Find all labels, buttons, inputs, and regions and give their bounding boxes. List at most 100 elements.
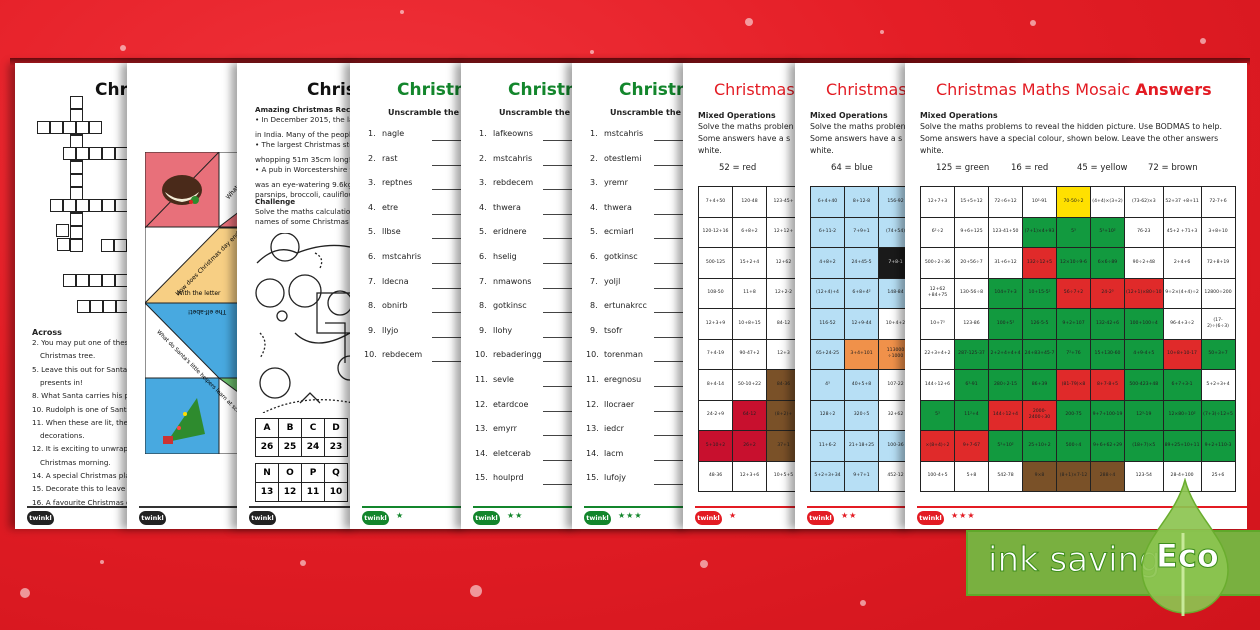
mosaic-cell[interactable]: 7²+76 [1056,338,1091,370]
mosaic-cell[interactable]: 3+8+10 [1200,216,1236,248]
mosaic-cell[interactable]: 56÷7+2 [1056,277,1091,309]
mosaic-cell[interactable]: 15+2+4 [732,247,767,279]
mosaic-cell[interactable]: 11+6-2 [810,430,845,462]
crossword-cell[interactable] [70,174,83,187]
crossword-cell[interactable] [70,226,83,239]
mosaic-cell[interactable]: 24-2³ [1090,277,1125,309]
mosaic-cell[interactable]: 7+4+50 [698,186,733,218]
crossword-cell[interactable] [103,300,116,313]
mosaic-cell[interactable]: 144÷12+4 [988,399,1023,431]
mosaic-cell[interactable]: 64-12 [732,399,767,431]
mosaic-cell[interactable]: 96-4+3÷2 [1162,308,1202,340]
mosaic-cell[interactable]: 10²-91 [1022,186,1057,218]
mosaic-cell[interactable]: 10+8+15 [732,308,767,340]
mosaic-cell[interactable]: 12+3+6 [732,460,767,492]
mosaic-cell[interactable]: 72-7+6 [1200,186,1236,218]
mosaic-cell[interactable]: 288÷4 [1090,460,1125,492]
mosaic-cell[interactable]: 12+9-44 [844,308,879,340]
mosaic-cell[interactable]: (7+3)÷12+5 [1200,399,1236,431]
mosaic-cell[interactable]: 11²+4 [954,399,989,431]
mosaic-cell[interactable]: 12+3+9 [698,308,733,340]
mosaic-cell[interactable]: 6³-91 [954,369,989,401]
mosaic-cell[interactable]: 89+25+10+11 [1162,430,1202,462]
mosaic-cell[interactable]: 132÷12+5 [1022,247,1057,279]
crossword-cell[interactable] [76,199,89,212]
mosaic-cell[interactable]: 5+8 [954,460,989,492]
mosaic-cell[interactable]: 542-78 [988,460,1023,492]
mosaic-cell[interactable]: (8+1)×7-12 [1056,460,1091,492]
mosaic-cell[interactable]: 2000-2400÷30 [1022,399,1057,431]
mosaic-cell[interactable]: 24+83+45-7 [1022,338,1057,370]
mosaic-cell[interactable]: 9+7+1 [844,460,879,492]
mosaic-cell[interactable]: 500-423+48 [1124,369,1164,401]
mosaic-cell[interactable]: 120-48 [732,186,767,218]
mosaic-cell[interactable]: 12+62 +84+75 [920,277,955,309]
crossword-cell[interactable] [70,161,83,174]
mosaic-cell[interactable]: 12800÷200 [1200,277,1236,309]
mosaic-cell[interactable]: 7+4-19 [698,338,733,370]
crossword-cell[interactable] [90,300,103,313]
crossword-cell[interactable] [89,147,102,160]
mosaic-cell[interactable]: 9+2+107 [1056,308,1091,340]
mosaic-cell[interactable]: 45+2 +71+3 [1162,216,1202,248]
mosaic-cell[interactable]: 24+45-5 [844,247,879,279]
mosaic-cell[interactable]: 7+9+1 [844,216,879,248]
crossword-cell[interactable] [50,121,63,134]
mosaic-cell[interactable]: 50-10+22 [732,369,767,401]
mosaic-cell[interactable]: 15+5+12 [954,186,989,218]
mosaic-cell[interactable]: 8+7-8+5 [1090,369,1125,401]
crossword-cell[interactable] [56,224,69,237]
mosaic-cell[interactable]: 100+5² [988,308,1023,340]
mosaic-cell[interactable]: 5+2+3+34 [810,460,845,492]
mosaic-cell[interactable]: 6+11-2 [810,216,845,248]
mosaic-cell[interactable]: 144÷12+6 [920,369,955,401]
crossword-cell[interactable] [77,300,90,313]
mosaic-cell[interactable]: 6+8+2 [732,216,767,248]
mosaic-cell[interactable]: 500÷4 [1056,430,1091,462]
mosaic-cell[interactable]: 10+15-5² [1022,277,1057,309]
mosaic-cell[interactable]: (12+4)+4 [810,277,845,309]
mosaic-cell[interactable]: (12+1)×80÷10 [1124,277,1164,309]
mosaic-cell[interactable]: 48-36 [698,460,733,492]
mosaic-cell[interactable]: 2+2+4+4+4 [988,338,1023,370]
crossword-cell[interactable] [70,213,83,226]
mosaic-cell[interactable]: 9+7+100-19 [1090,399,1125,431]
mosaic-cell[interactable]: 9+6+125 [954,216,989,248]
mosaic-cell[interactable]: 9+7-67 [954,430,989,462]
mosaic-cell[interactable]: 6²÷2 [920,216,955,248]
mosaic-cell[interactable]: 130-56÷8 [954,277,989,309]
mosaic-cell[interactable]: 4³ [810,369,845,401]
mosaic-cell[interactable]: 11+8 [732,277,767,309]
mosaic-cell[interactable]: 6+8+4² [844,277,879,309]
mosaic-cell[interactable]: 10+8+10-17 [1162,338,1202,370]
mosaic-cell[interactable]: 100-4+5 [920,460,955,492]
crossword-cell[interactable] [63,121,76,134]
mosaic-cell[interactable]: 108-50 [698,277,733,309]
mosaic-cell[interactable]: 123-41+50 [988,216,1023,248]
mosaic-cell[interactable]: 4+8+2 [810,247,845,279]
mosaic-cell[interactable]: (18+7)×5 [1124,430,1164,462]
mosaic-cell[interactable]: 12×10÷9-6 [1056,247,1091,279]
mosaic-cell[interactable]: 8+4-14 [698,369,733,401]
mosaic-cell[interactable]: 5³ [920,399,955,431]
mosaic-cell[interactable]: 12+7+3 [920,186,955,218]
mosaic-cell[interactable]: 15+130-60 [1090,338,1125,370]
mosaic-cell[interactable]: 4+9-4+5 [1124,338,1164,370]
mosaic-cell[interactable]: 70-50÷2 [1056,186,1091,218]
crossword-cell[interactable] [70,96,83,109]
mosaic-cell[interactable]: 120-12+16 [698,216,733,248]
mosaic-cell[interactable]: 6+7+3-1 [1162,369,1202,401]
mosaic-cell[interactable]: 200-75 [1056,399,1091,431]
mosaic-cell[interactable]: 132-42+6 [1090,308,1125,340]
mosaic-cell[interactable]: 52+37 +8+11 [1162,186,1202,218]
mosaic-cell[interactable]: 6+4+40 [810,186,845,218]
mosaic-cell[interactable]: 25+6 [1200,460,1236,492]
mosaic-cell[interactable]: 31+6+12 [988,247,1023,279]
mosaic-cell[interactable]: ×(8+4)÷2 [920,430,955,462]
mosaic-cell[interactable]: 500-125 [698,247,733,279]
crossword-cell[interactable] [102,199,115,212]
mosaic-cell[interactable]: 126-5-5 [1022,308,1057,340]
crossword-cell[interactable] [37,121,50,134]
mosaic-cell[interactable]: 128÷2 [810,399,845,431]
mosaic-cell[interactable]: 5+2+3+4 [1200,369,1236,401]
